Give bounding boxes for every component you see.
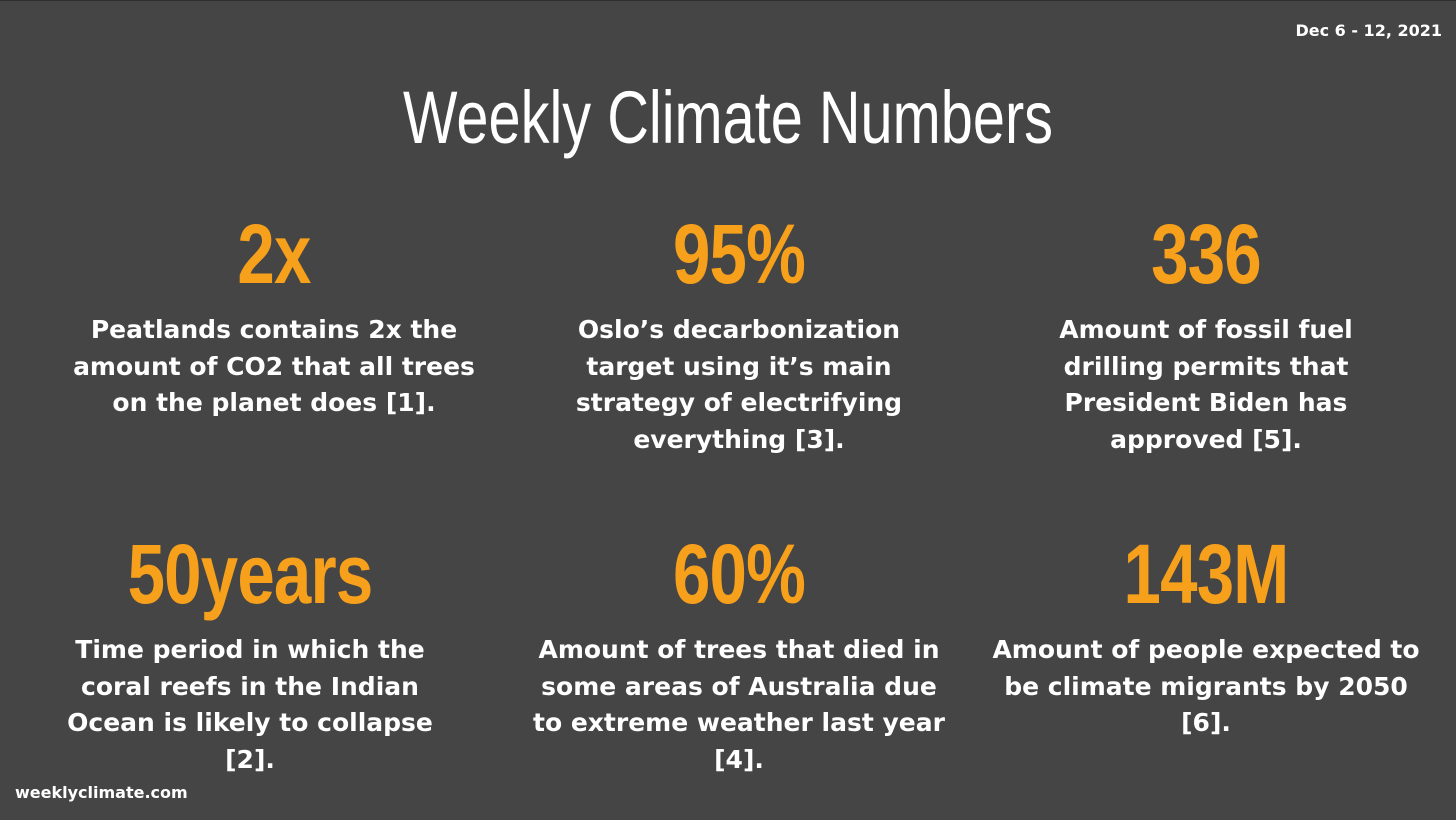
- date-range: Dec 6 - 12, 2021: [1295, 21, 1442, 40]
- stat-description: Amount of people expected to be climate …: [992, 635, 1420, 737]
- stat-description: Amount of fossil fuel drilling permits t…: [1059, 315, 1353, 454]
- stat-value: 60%: [672, 527, 806, 621]
- stat-description: Oslo’s decarbonization target using it’s…: [575, 315, 903, 454]
- site-link[interactable]: weeklyclimate.com: [15, 783, 188, 802]
- stat-card: 336 Amount of fossil fuel drilling permi…: [986, 208, 1426, 458]
- stat-card: 143M Amount of people expected to be cli…: [986, 528, 1426, 742]
- stat-card: 2x Peatlands contains 2x the amount of C…: [54, 208, 494, 422]
- stat-description: Amount of trees that died in some areas …: [533, 635, 945, 774]
- stat-description: Time period in which the coral reefs in …: [67, 635, 433, 774]
- stat-value: 336: [1151, 207, 1262, 301]
- stat-card: 60% Amount of trees that died in some ar…: [519, 528, 959, 778]
- page-title: Weekly Climate Numbers: [402, 76, 1054, 159]
- stat-value: 95%: [672, 207, 806, 301]
- stat-value: 50years: [127, 527, 374, 621]
- stat-card: 95% Oslo’s decarbonization target using …: [519, 208, 959, 458]
- stat-card: 50years Time period in which the coral r…: [30, 528, 470, 778]
- stat-description: Peatlands contains 2x the amount of CO2 …: [73, 315, 475, 417]
- stat-value: 2x: [237, 207, 311, 301]
- stat-value: 143M: [1123, 527, 1290, 621]
